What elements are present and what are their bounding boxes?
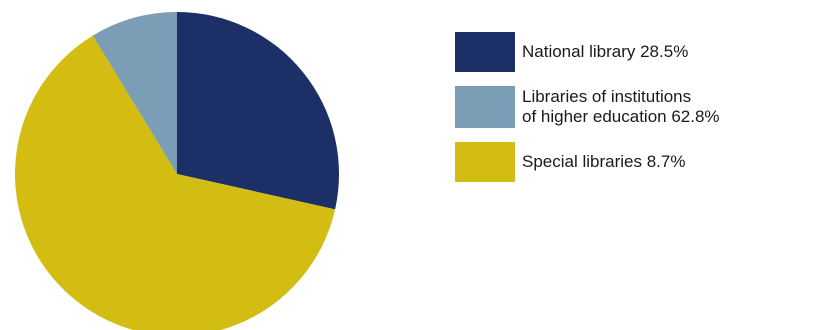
legend-item-special-libraries: Special libraries 8.7%: [455, 142, 805, 182]
legend-label: Libraries of institutions of higher educ…: [522, 87, 720, 126]
legend-item-higher-education: Libraries of institutions of higher educ…: [455, 86, 805, 128]
legend-swatch: [455, 32, 515, 72]
legend-swatch: [455, 142, 515, 182]
legend-label: National library 28.5%: [522, 42, 689, 61]
legend-swatch: [455, 86, 515, 128]
legend-label: Special libraries 8.7%: [522, 152, 686, 171]
pie-slice-0: [177, 11, 340, 210]
pie-slice-2: [92, 12, 177, 174]
legend-item-national-library: National library 28.5%: [455, 32, 805, 72]
legend: National library 28.5% Libraries of inst…: [455, 32, 805, 182]
pie-slice-1: [15, 35, 336, 330]
